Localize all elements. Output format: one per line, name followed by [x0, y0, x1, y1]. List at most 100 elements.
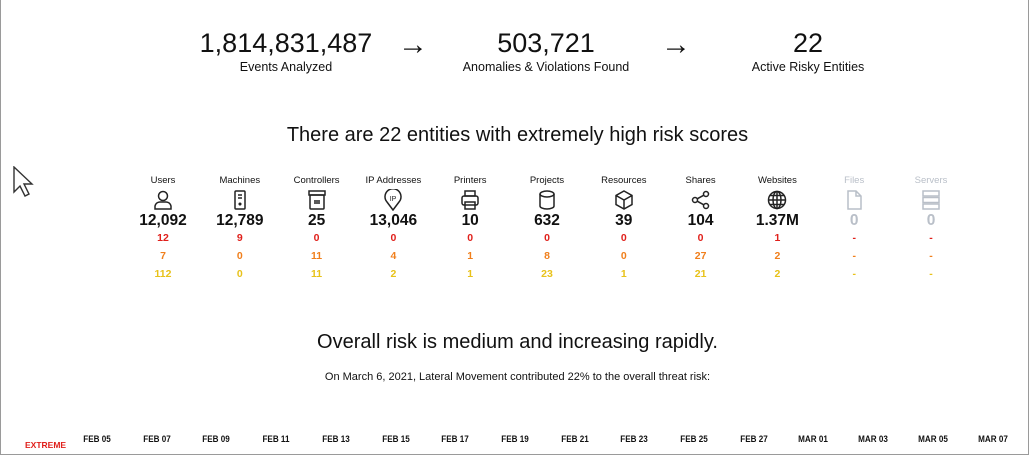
- entity-total: 632: [534, 212, 560, 229]
- anomalies-stat: 503,721 Anomalies & Violations Found: [451, 28, 641, 74]
- entity-servers[interactable]: Servers 0 - - -: [893, 175, 969, 283]
- high-count: 11: [311, 250, 323, 262]
- entity-total: 1.37M: [755, 212, 799, 229]
- entity-printers[interactable]: Printers 10 0 1 1: [432, 175, 508, 283]
- entity-label: Shares: [685, 175, 716, 186]
- risk-subtitle: On March 6, 2021, Lateral Movement contr…: [324, 371, 711, 383]
- controller-icon: [279, 187, 355, 213]
- high-count: 1: [467, 250, 474, 262]
- arrow-right-icon: →: [661, 28, 691, 61]
- medium-count: 21: [694, 268, 707, 280]
- entity-ip-addresses[interactable]: IP Addresses IP 13,046 0 4 2: [355, 175, 431, 283]
- entity-shares[interactable]: Shares 104 0 27 21: [663, 175, 739, 283]
- timeline-date: FEB 11: [262, 434, 290, 444]
- entity-total: 104: [687, 212, 714, 229]
- timeline-date: FEB 05: [83, 434, 111, 444]
- entity-total: 10: [461, 212, 479, 229]
- machine-icon: [202, 187, 278, 213]
- entity-label: Websites: [757, 175, 797, 186]
- user-icon: [125, 187, 201, 213]
- medium-count: 23: [541, 268, 553, 280]
- entity-label: Users: [150, 175, 176, 186]
- entity-users[interactable]: Users 12,092 12 7 112: [125, 175, 201, 283]
- timeline-date: FEB 25: [680, 434, 708, 444]
- entity-total: 12,092: [139, 212, 187, 229]
- entity-total: 39: [615, 212, 633, 229]
- extreme-count: 1: [774, 232, 781, 244]
- high-count: 0: [620, 250, 627, 262]
- extreme-count: 0: [620, 232, 627, 244]
- database-icon: [509, 187, 585, 213]
- timeline-date: FEB 19: [501, 434, 529, 444]
- high-count: -: [852, 250, 856, 262]
- high-count: 4: [390, 250, 397, 262]
- timeline-date: FEB 13: [322, 434, 350, 444]
- entity-total: 0: [849, 212, 859, 229]
- stat-label: Active Risky Entities: [751, 60, 865, 74]
- entity-label: Resources: [601, 175, 647, 186]
- timeline-date: FEB 07: [142, 434, 171, 444]
- risk-title: Overall risk is medium and increasing ra…: [317, 331, 718, 353]
- entity-files[interactable]: Files 0 - - -: [816, 175, 892, 283]
- extreme-count: 0: [390, 232, 397, 244]
- file-icon: [816, 187, 892, 213]
- entity-controllers[interactable]: Controllers 25 0 11 11: [279, 175, 355, 283]
- medium-count: 2: [774, 268, 781, 280]
- entity-machines[interactable]: Machines 12,789 9 0 0: [202, 175, 278, 283]
- entity-resources[interactable]: Resources 39 0 0 1: [586, 175, 662, 283]
- extreme-count: -: [929, 232, 933, 244]
- extreme-count: 0: [544, 232, 550, 244]
- stat-value: 503,721: [497, 28, 595, 58]
- server-icon: [893, 187, 969, 213]
- high-count: 2: [774, 250, 781, 262]
- entity-label: Projects: [529, 175, 565, 186]
- entity-label: Controllers: [293, 175, 340, 186]
- entity-websites[interactable]: Websites 1.37M 1 2 2: [739, 175, 815, 283]
- timeline-date: MAR 05: [917, 434, 948, 444]
- timeline-date: FEB 15: [381, 434, 410, 444]
- medium-count: -: [929, 268, 933, 280]
- extreme-count: 12: [157, 232, 169, 244]
- high-count: -: [929, 250, 933, 262]
- timeline-date: FEB 09: [202, 434, 231, 444]
- globe-icon: [739, 187, 815, 213]
- entity-label: Files: [844, 175, 865, 186]
- timeline-date: MAR 01: [798, 434, 829, 444]
- extreme-count: 9: [236, 232, 243, 244]
- timeline-date: FEB 23: [620, 434, 649, 444]
- timeline-date: MAR 07: [977, 434, 1008, 444]
- stat-value: 22: [792, 28, 824, 58]
- stat-label: Events Analyzed: [239, 60, 333, 74]
- entity-total: 0: [926, 212, 936, 229]
- medium-count: -: [852, 268, 856, 280]
- risky-entities-stat: 22 Active Risky Entities: [713, 28, 903, 74]
- entity-projects[interactable]: Projects 632 0 8 23: [509, 175, 585, 283]
- share-icon: [663, 187, 739, 213]
- entity-label: Printers: [453, 175, 487, 186]
- timeline-date: FEB 21: [560, 434, 589, 444]
- timeline-date: FEB 17: [441, 434, 469, 444]
- high-count: 7: [160, 250, 166, 262]
- events-analyzed-stat: 1,814,831,487 Events Analyzed: [191, 28, 381, 74]
- entities-headline: There are 22 entities with extremely hig…: [286, 124, 749, 146]
- medium-count: 0: [236, 268, 243, 280]
- stat-value: 1,814,831,487: [199, 28, 373, 58]
- svg-text:IP: IP: [390, 196, 397, 203]
- entity-label: Servers: [914, 175, 948, 186]
- high-count: 0: [236, 250, 243, 262]
- extreme-count: 0: [467, 232, 474, 244]
- medium-count: 11: [311, 268, 323, 280]
- printer-icon: [432, 187, 508, 213]
- entity-total: 25: [307, 212, 326, 229]
- high-count: 8: [544, 250, 550, 262]
- entity-label: IP Addresses: [365, 175, 422, 186]
- timeline-date: MAR 03: [858, 434, 888, 444]
- extreme-count: 0: [313, 232, 320, 244]
- entity-label: Machines: [219, 175, 261, 186]
- extreme-count: -: [852, 232, 856, 244]
- entity-total: 13,046: [369, 212, 418, 229]
- entity-total: 12,789: [216, 212, 264, 229]
- medium-count: 1: [467, 268, 474, 280]
- extreme-count: 0: [697, 232, 704, 244]
- cube-icon: [586, 187, 662, 213]
